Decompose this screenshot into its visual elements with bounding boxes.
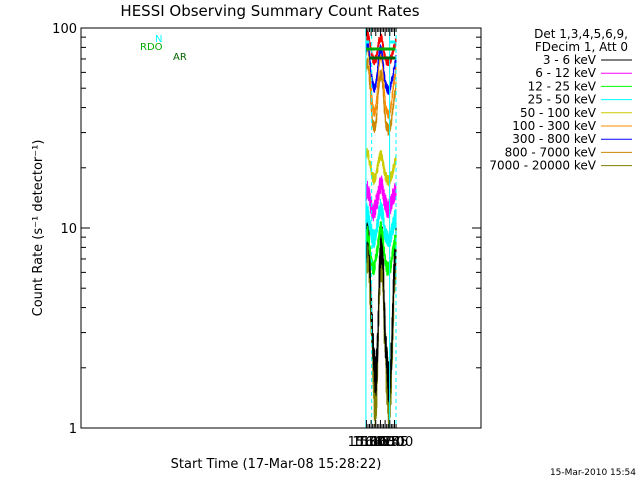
series-line [365,198,397,249]
legend-header: Det 1,3,4,5,6,9, [534,27,628,41]
legend-entry: 800 - 7000 keV [505,145,597,159]
series-line [365,220,397,277]
y-tick-label: 100 [52,22,77,37]
x-tick-label: 16:45 [371,435,408,450]
footer-timestamp: 15-Mar-2010 15:54 [550,468,636,478]
flag-label-n: N [155,34,162,45]
x-tick-label: 15:30 [348,435,385,450]
flag-label-ar: AR [173,52,187,63]
y-tick-label: 10 [60,222,77,237]
x-tick-label: 15:45 [352,435,389,450]
series-line [365,57,397,136]
x-tick-label: 16:15 [362,435,399,450]
x-axis-label: Start Time (17-Mar-08 15:28:22) [171,457,382,472]
legend-entry: 12 - 25 keV [528,79,597,93]
series-line [365,175,397,222]
y-axis-label: Count Rate (s⁻¹ detector⁻¹) [31,140,46,317]
series-6 [365,39,397,95]
legend: Det 1,3,4,5,6,9,FDecim 1, Att 03 - 6 keV… [489,27,632,173]
legend-entry: 300 - 800 keV [512,132,596,146]
series-line [365,215,397,403]
series-line [365,39,397,95]
legend-entry: 6 - 12 keV [535,66,597,80]
series-1 [365,175,397,222]
legend-entry: 3 - 6 keV [543,53,597,67]
x-tick-label: 17:00 [376,435,413,450]
series-2 [365,220,397,277]
flag-label-rdo: RDO [140,42,163,53]
series-5 [365,41,397,120]
series-3 [365,198,397,249]
legend-entry: 100 - 300 keV [512,119,596,133]
chart-title: HESSI Observing Summary Count Rates [120,2,419,20]
series-line [365,147,397,187]
series-line [365,41,397,120]
x-tick-label: 16:00 [357,435,394,450]
y-tick-label: 1 [69,422,77,437]
series-4 [365,147,397,187]
legend-entry: 7000 - 20000 keV [489,159,596,173]
legend-entry: 25 - 50 keV [528,93,597,107]
legend-entry: 50 - 100 keV [520,106,597,120]
x-tick-label: 16:30 [366,435,403,450]
series-0 [365,215,397,403]
legend-header: FDecim 1, Att 0 [535,40,628,54]
series-7 [365,57,397,136]
